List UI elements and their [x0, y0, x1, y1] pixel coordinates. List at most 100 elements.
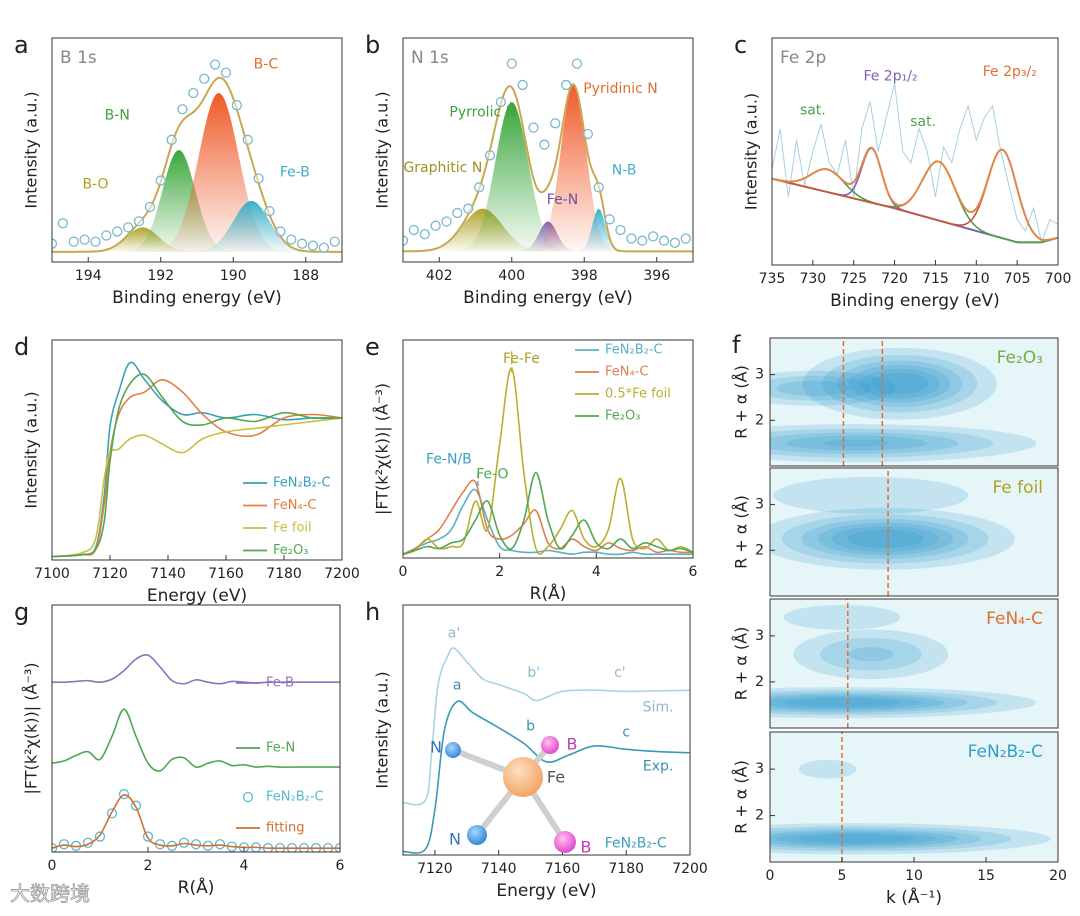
x-tick-label: 20 — [1049, 868, 1067, 884]
y-axis-label: Intensity (a.u.) — [22, 391, 41, 508]
plot-frame — [769, 598, 1059, 729]
contour-level — [770, 428, 994, 458]
annotation: a — [453, 678, 462, 694]
plot-frame — [51, 339, 343, 561]
x-tick-label: 700 — [1045, 271, 1072, 287]
fit-envelope — [403, 82, 693, 253]
legend-label: FeN₄-C — [605, 365, 648, 380]
x-tick-label: 6 — [689, 564, 698, 580]
data-point — [118, 788, 130, 800]
y-tick-label: 2 — [755, 542, 764, 558]
annotation: c — [622, 724, 630, 740]
contour-level — [781, 514, 989, 564]
y-tick-label: 2 — [755, 412, 764, 428]
contour-level — [770, 696, 923, 710]
annotation: Sim. — [643, 699, 674, 715]
y-tick-label: 3 — [755, 367, 764, 383]
data-point — [307, 240, 319, 251]
annotation: N-B — [612, 162, 637, 178]
contour-level — [798, 834, 915, 844]
atom-label: B — [567, 735, 578, 754]
data-point — [430, 220, 441, 231]
atom-label: N — [430, 738, 442, 757]
y-axis-label: Intensity (a.u.) — [22, 91, 41, 208]
data-point — [452, 207, 463, 219]
atom — [503, 757, 543, 797]
legend-label: Fe-N — [266, 741, 295, 756]
series-line — [403, 647, 690, 806]
legend-marker — [242, 791, 254, 803]
panel-letter: f — [732, 331, 741, 359]
contour-level — [837, 360, 963, 407]
x-tick-label: 7120 — [92, 566, 128, 582]
legend-label: 0.5*Fe foil — [605, 387, 671, 402]
data-point — [318, 242, 330, 253]
contour-level — [785, 435, 928, 451]
panel-letter: h — [365, 598, 380, 626]
y-tick-label: 3 — [755, 497, 764, 513]
contour-level — [848, 364, 951, 403]
data-point — [463, 203, 474, 214]
x-tick-label: 7200 — [324, 566, 360, 582]
data-point — [506, 58, 517, 69]
contour-level — [770, 828, 982, 849]
atom — [554, 831, 576, 853]
panel-title: Fe foil — [992, 478, 1043, 498]
x-tick-label: 7200 — [672, 861, 708, 877]
x-tick-label: 5 — [838, 868, 847, 884]
x-tick-label: 4 — [240, 858, 249, 874]
contour-level — [770, 375, 872, 401]
map-background — [770, 468, 1058, 596]
fit-envelope — [772, 146, 1058, 242]
data-point — [214, 839, 226, 850]
data-point — [199, 73, 210, 84]
data-point — [669, 237, 681, 248]
contour-level — [801, 518, 969, 559]
data-point — [209, 59, 221, 70]
x-tick-label: 725 — [840, 271, 867, 287]
legend-label: Fe foil — [273, 521, 312, 536]
data-point — [122, 222, 134, 233]
data-point — [550, 118, 561, 129]
contour-level — [793, 629, 949, 680]
panel-title: FeN₄-C — [986, 609, 1043, 629]
data-point — [539, 139, 550, 150]
data-point — [658, 235, 670, 246]
plot-frame — [402, 37, 694, 263]
y-tick-label: 2 — [755, 674, 764, 690]
series-line — [52, 654, 340, 685]
contour-level — [776, 380, 850, 397]
plot-area — [52, 654, 340, 852]
x-tick-label: 398 — [571, 268, 598, 284]
y-tick-label: 3 — [755, 761, 764, 777]
panel-letter: a — [14, 31, 29, 59]
data-point — [582, 128, 594, 140]
x-tick-label: 7180 — [608, 861, 644, 877]
annotation: c' — [614, 665, 626, 681]
panel-title: FeN₂B₂-C — [968, 742, 1043, 762]
annotation: Fe-B — [280, 164, 310, 180]
plot-frame — [402, 339, 694, 559]
data-point — [106, 808, 118, 819]
plot-area — [403, 349, 693, 556]
x-tick-label: 188 — [292, 268, 319, 284]
series-line — [403, 488, 693, 556]
contour-level — [783, 604, 901, 630]
x-tick-label: 15 — [977, 868, 995, 884]
annotation: Fe 2p₁/₂ — [863, 69, 917, 85]
legend-label: Fe₂O₃ — [605, 409, 640, 424]
y-axis-label: R + α (Å) — [732, 760, 751, 834]
annotation: Graphitic N — [403, 160, 482, 176]
data-point — [626, 233, 637, 244]
data-point — [130, 800, 142, 811]
plot-area — [770, 338, 1058, 466]
contour-level — [870, 373, 929, 395]
contour-level — [770, 424, 1037, 463]
contour-level — [798, 759, 857, 779]
fit-envelope — [52, 76, 342, 253]
annotation: Fe-Fe — [503, 351, 540, 367]
contour-level — [770, 823, 1051, 855]
x-tick-label: 2 — [495, 564, 504, 580]
data-point — [517, 79, 528, 91]
